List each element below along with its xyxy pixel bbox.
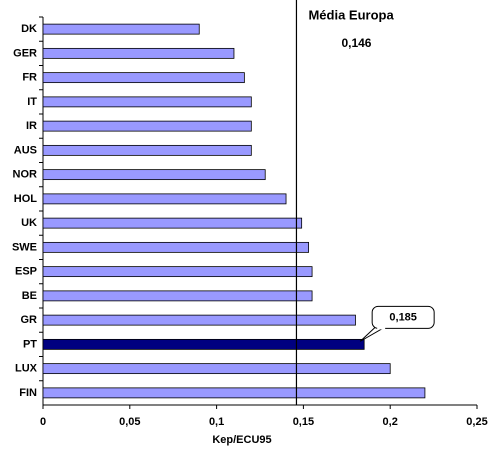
bar bbox=[42, 363, 391, 375]
bar bbox=[42, 120, 252, 132]
y-tick-label: PT bbox=[23, 338, 37, 350]
y-tick-label: FIN bbox=[19, 387, 37, 399]
bar bbox=[42, 193, 287, 205]
callout-gap bbox=[377, 324, 386, 330]
callout-pointer bbox=[359, 325, 387, 342]
bar bbox=[42, 96, 252, 108]
bar bbox=[42, 314, 356, 326]
reference-label: 0,146 bbox=[341, 36, 371, 50]
x-tick-label: 0,25 bbox=[466, 416, 487, 428]
bar bbox=[42, 266, 313, 278]
reference-name: Média Europa bbox=[308, 7, 394, 22]
bar bbox=[42, 72, 245, 84]
y-tick-label: IR bbox=[26, 120, 37, 132]
bar bbox=[42, 290, 313, 302]
y-tick-label: NOR bbox=[13, 169, 38, 181]
x-tick-label: 0,05 bbox=[119, 416, 140, 428]
y-tick-label: GER bbox=[13, 47, 37, 59]
bar bbox=[42, 144, 252, 156]
y-tick-label: HOL bbox=[14, 193, 38, 205]
y-tick-label: DK bbox=[21, 23, 37, 35]
x-tick-label: 0 bbox=[40, 416, 46, 428]
y-tick-label: SWE bbox=[12, 241, 37, 253]
x-axis-label: Kep/ECU95 bbox=[212, 434, 271, 446]
y-tick-label: UK bbox=[21, 217, 37, 229]
bar bbox=[42, 217, 303, 229]
bar bbox=[42, 23, 200, 35]
y-tick-label: GR bbox=[21, 314, 38, 326]
data-label: 0,185 bbox=[389, 311, 417, 323]
y-tick-label: LUX bbox=[15, 363, 38, 375]
bar bbox=[42, 338, 365, 350]
y-tick-label: BE bbox=[22, 290, 37, 302]
x-tick-label: 0,15 bbox=[293, 416, 314, 428]
x-tick-label: 0,2 bbox=[383, 416, 398, 428]
y-tick-label: IT bbox=[27, 96, 37, 108]
bar bbox=[42, 169, 266, 181]
x-tick-label: 0,1 bbox=[209, 416, 224, 428]
y-tick-label: FR bbox=[22, 72, 37, 84]
bar bbox=[42, 47, 235, 59]
callout-box bbox=[371, 305, 435, 329]
y-tick-label: AUS bbox=[14, 144, 37, 156]
y-tick-label: ESP bbox=[15, 266, 37, 278]
bar bbox=[42, 387, 426, 399]
bar bbox=[42, 241, 310, 253]
